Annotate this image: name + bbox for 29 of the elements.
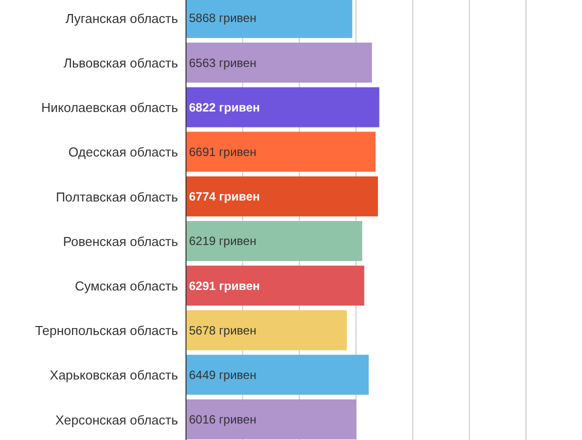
bar [186,266,364,306]
y-tick-label: Сумская область [74,278,178,294]
bar [186,354,369,395]
data-label: 6563 гривен [189,56,256,70]
bar [186,42,372,83]
data-label: 6449 гривен [189,368,256,382]
y-tick-label: Тернопольская область [35,323,178,338]
data-label: 6822 гривен [189,100,260,114]
bar [186,132,376,172]
data-label: 6291 гривен [189,278,260,293]
y-tick-label: Луганская область [65,10,178,26]
bar [186,399,356,440]
data-label: 5678 гривен [189,323,256,338]
y-tick-label: Харьковская область [50,368,178,383]
data-label: 5868 гривен [189,11,256,26]
y-tick-label: Николаевская область [41,100,178,116]
y-tick-label: Одесская область [68,144,178,160]
data-label: 6219 гривен [189,234,256,248]
bar [186,87,380,128]
y-tick-label: Ровенская область [63,234,178,249]
bar [186,310,347,350]
data-label: 6691 гривен [189,145,256,159]
y-tick-label: Херсонская область [55,412,178,428]
y-tick-label: Львовская область [63,56,178,71]
data-label: 6016 гривен [189,412,256,427]
data-label: 6774 гривен [189,190,260,204]
bar [186,176,378,216]
bar [186,221,362,261]
y-tick-label: Полтавская область [56,189,178,204]
